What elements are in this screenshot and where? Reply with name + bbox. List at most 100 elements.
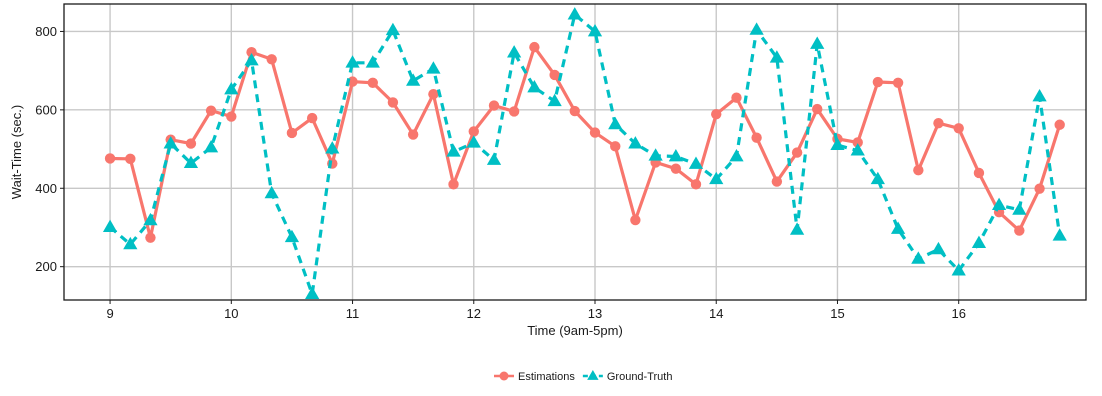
data-point: [387, 97, 399, 108]
legend-swatch-marker: [499, 371, 509, 381]
data-point: [812, 103, 823, 115]
x-tick-label: 11: [346, 306, 360, 321]
data-point: [102, 219, 118, 232]
data-point: [670, 163, 682, 174]
y-tick-label: 400: [35, 181, 57, 196]
data-point: [244, 52, 259, 66]
legend: Estimations Ground-Truth: [494, 370, 672, 383]
data-point: [547, 93, 562, 107]
legend-swatch-marker: [587, 370, 599, 380]
data-point: [183, 155, 199, 169]
x-tick-label: 16: [951, 306, 965, 321]
data-point: [185, 138, 197, 149]
data-point: [345, 55, 360, 68]
data-point: [549, 69, 560, 81]
data-point: [508, 106, 520, 117]
data-point: [729, 149, 744, 162]
data-point: [913, 165, 924, 176]
data-point: [610, 141, 621, 152]
data-point: [1052, 228, 1067, 241]
x-axis-title: Time (9am-5pm): [527, 323, 623, 338]
data-point: [569, 105, 580, 117]
data-point: [446, 144, 461, 157]
y-axis-title: Wait-Time (sec.): [9, 105, 24, 199]
x-tick-label: 15: [830, 306, 844, 321]
data-point: [810, 36, 825, 49]
data-point: [971, 235, 987, 249]
data-point: [830, 137, 845, 151]
data-point: [1014, 225, 1025, 236]
data-point: [1034, 183, 1045, 194]
data-point: [527, 80, 542, 93]
data-point: [852, 137, 863, 148]
y-tick-label: 600: [35, 102, 57, 117]
data-point: [711, 108, 722, 120]
data-point: [630, 214, 641, 226]
x-tick-label: 10: [224, 306, 238, 321]
data-point: [890, 221, 906, 234]
axis-ticks: 9 10 11 12 13 14 15 16 200 400 600 800: [35, 24, 966, 321]
data-point: [203, 139, 219, 153]
data-point: [769, 50, 784, 63]
data-point: [1032, 89, 1047, 102]
data-point: [266, 54, 277, 65]
data-point: [125, 153, 136, 165]
data-point: [951, 263, 966, 276]
data-point: [589, 127, 601, 138]
data-point: [648, 148, 663, 161]
data-point: [367, 77, 378, 89]
data-point: [426, 61, 441, 74]
data-point: [428, 88, 439, 100]
data-point: [608, 116, 623, 130]
data-point: [488, 100, 500, 111]
data-point: [789, 222, 805, 235]
data-point: [224, 81, 239, 95]
data-point: [892, 77, 904, 89]
data-point: [284, 229, 300, 243]
data-point: [628, 136, 643, 149]
data-point: [870, 171, 885, 185]
series-ground-truth: [102, 7, 1067, 299]
data-point: [688, 156, 704, 169]
series-estimations: [104, 41, 1065, 243]
data-point: [933, 117, 944, 129]
data-point: [468, 126, 479, 137]
data-point: [931, 241, 946, 255]
data-point: [123, 236, 138, 250]
data-point: [306, 112, 318, 124]
data-point: [205, 105, 217, 116]
data-point: [325, 141, 340, 154]
y-tick-label: 800: [35, 24, 57, 39]
data-point: [771, 176, 783, 187]
legend-label: Estimations: [518, 371, 575, 383]
data-point: [587, 23, 603, 37]
data-point: [668, 149, 683, 162]
legend-item: Estimations: [494, 371, 575, 383]
series-layer: [102, 7, 1067, 299]
series-line: [109, 12, 1062, 296]
data-point: [406, 73, 421, 86]
data-point: [163, 136, 178, 149]
plot-area-frame: [63, 3, 1087, 301]
data-point: [1054, 119, 1065, 130]
data-point: [507, 45, 522, 58]
data-point: [246, 47, 257, 58]
x-tick-label: 13: [588, 306, 602, 321]
data-point: [872, 76, 884, 88]
data-point: [567, 7, 582, 20]
x-tick-label: 9: [106, 306, 113, 321]
y-tick-label: 200: [35, 259, 57, 274]
data-point: [104, 153, 116, 164]
data-point: [1012, 202, 1027, 215]
data-point: [486, 152, 502, 165]
data-point: [751, 132, 762, 143]
data-point: [466, 135, 481, 148]
data-point: [911, 251, 926, 264]
legend-label: Ground-Truth: [607, 371, 673, 383]
data-point: [791, 147, 803, 158]
x-tick-label: 12: [467, 306, 481, 321]
data-point: [850, 143, 865, 156]
data-point: [953, 123, 964, 134]
data-point: [731, 92, 742, 103]
